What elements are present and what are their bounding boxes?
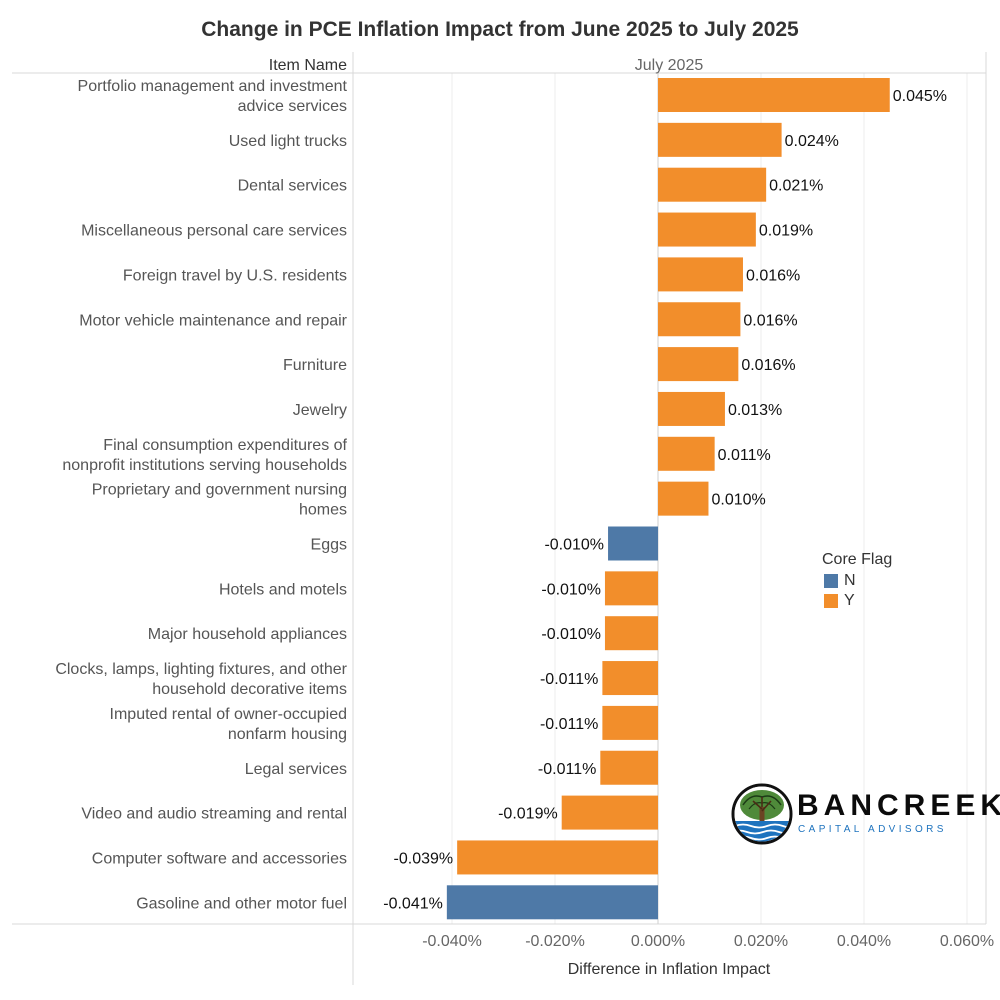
bar bbox=[658, 167, 767, 202]
category-label: Proprietary and government nursing bbox=[92, 482, 347, 499]
bar bbox=[600, 750, 658, 785]
bar bbox=[658, 122, 782, 157]
data-label: -0.010% bbox=[541, 626, 601, 643]
chart-title: Change in PCE Inflation Impact from June… bbox=[201, 18, 799, 41]
data-label: -0.011% bbox=[538, 761, 596, 778]
x-tick-label: 0.020% bbox=[734, 933, 788, 950]
category-label: homes bbox=[299, 502, 347, 519]
logo-wordmark: BANCREEK bbox=[797, 789, 1000, 822]
bancreek-logo: BANCREEK CAPITAL ADVISORS bbox=[731, 783, 1000, 845]
data-label: 0.024% bbox=[785, 133, 839, 150]
bar bbox=[658, 257, 743, 292]
x-tick-label: 0.000% bbox=[631, 933, 685, 950]
category-label: Used light trucks bbox=[229, 133, 347, 150]
legend-title: Core Flag bbox=[822, 551, 893, 568]
category-label: household decorative items bbox=[152, 681, 347, 698]
data-label: -0.019% bbox=[498, 806, 558, 823]
legend-label-n: N bbox=[844, 572, 856, 589]
data-label: 0.016% bbox=[743, 312, 797, 329]
category-label: Video and audio streaming and rental bbox=[81, 806, 347, 823]
column-header: July 2025 bbox=[635, 57, 704, 74]
bar bbox=[658, 302, 741, 337]
category-label: Clocks, lamps, lighting fixtures, and ot… bbox=[55, 661, 347, 678]
logo-tagline: CAPITAL ADVISORS bbox=[798, 824, 947, 835]
data-label: 0.010% bbox=[711, 492, 765, 509]
category-label: advice services bbox=[238, 98, 347, 115]
data-label: 0.011% bbox=[718, 447, 771, 464]
category-label: Dental services bbox=[238, 178, 347, 195]
category-label: Eggs bbox=[311, 537, 347, 554]
bars bbox=[446, 78, 890, 920]
bar bbox=[658, 347, 739, 382]
bar bbox=[457, 840, 658, 875]
legend-swatch-y bbox=[824, 594, 838, 608]
bar bbox=[604, 571, 658, 606]
bar bbox=[602, 661, 658, 696]
data-label: 0.016% bbox=[746, 267, 800, 284]
data-label: 0.045% bbox=[893, 88, 947, 105]
data-label: -0.011% bbox=[540, 716, 598, 733]
category-label: Legal services bbox=[245, 761, 347, 778]
data-label: 0.016% bbox=[741, 357, 795, 374]
x-tick-label: -0.040% bbox=[422, 933, 482, 950]
category-label: Gasoline and other motor fuel bbox=[136, 895, 347, 912]
legend-label-y: Y bbox=[844, 592, 855, 609]
category-label: Hotels and motels bbox=[219, 581, 347, 598]
bar bbox=[446, 885, 658, 920]
data-label: -0.011% bbox=[540, 671, 598, 688]
bar bbox=[658, 391, 725, 426]
bar bbox=[604, 616, 658, 651]
category-label: Major household appliances bbox=[148, 626, 347, 643]
data-label: 0.019% bbox=[759, 223, 813, 240]
legend-item-n: N bbox=[822, 571, 892, 591]
category-label: nonprofit institutions serving household… bbox=[62, 457, 347, 474]
bar bbox=[602, 705, 658, 740]
grid-lines bbox=[451, 73, 968, 924]
category-label: Computer software and accessories bbox=[92, 850, 347, 867]
category-label: Final consumption expenditures of bbox=[103, 437, 347, 454]
category-label: Jewelry bbox=[293, 402, 347, 419]
data-label: -0.010% bbox=[541, 581, 601, 598]
bar bbox=[658, 78, 890, 112]
legend: Core Flag N Y bbox=[822, 551, 892, 611]
tree-over-water-icon bbox=[731, 783, 793, 845]
category-label: Motor vehicle maintenance and repair bbox=[79, 312, 347, 329]
legend-swatch-n bbox=[824, 574, 838, 588]
bar bbox=[658, 436, 715, 471]
bar bbox=[658, 212, 756, 247]
category-label: Imputed rental of owner-occupied bbox=[110, 706, 347, 723]
x-axis-label: Difference in Inflation Impact bbox=[568, 961, 771, 978]
data-label: 0.013% bbox=[728, 402, 782, 419]
category-label: Miscellaneous personal care services bbox=[81, 223, 347, 240]
data-labels: 0.045% 0.024% 0.021% 0.019% 0.016% 0.016% 0.01… bbox=[383, 88, 947, 912]
data-label: -0.010% bbox=[544, 537, 604, 554]
legend-item-y: Y bbox=[822, 591, 892, 611]
data-label: -0.039% bbox=[394, 850, 454, 867]
bar bbox=[658, 481, 709, 516]
x-tick-label: -0.020% bbox=[525, 933, 585, 950]
category-label: Portfolio management and investment bbox=[78, 78, 348, 95]
x-tick-label: 0.040% bbox=[837, 933, 891, 950]
bar bbox=[608, 526, 658, 561]
data-label: -0.041% bbox=[383, 895, 443, 912]
bar bbox=[561, 795, 658, 830]
data-label: 0.021% bbox=[769, 178, 823, 195]
row-header: Item Name bbox=[269, 57, 347, 74]
category-label: Foreign travel by U.S. residents bbox=[123, 267, 347, 284]
category-label: Furniture bbox=[283, 357, 347, 374]
category-label: nonfarm housing bbox=[228, 726, 347, 743]
x-tick-labels: -0.040% -0.020% 0.000% 0.020% 0.040% 0.060% bbox=[422, 933, 994, 950]
category-labels: Portfolio management and investment advic… bbox=[55, 78, 347, 912]
x-tick-label: 0.060% bbox=[940, 933, 994, 950]
